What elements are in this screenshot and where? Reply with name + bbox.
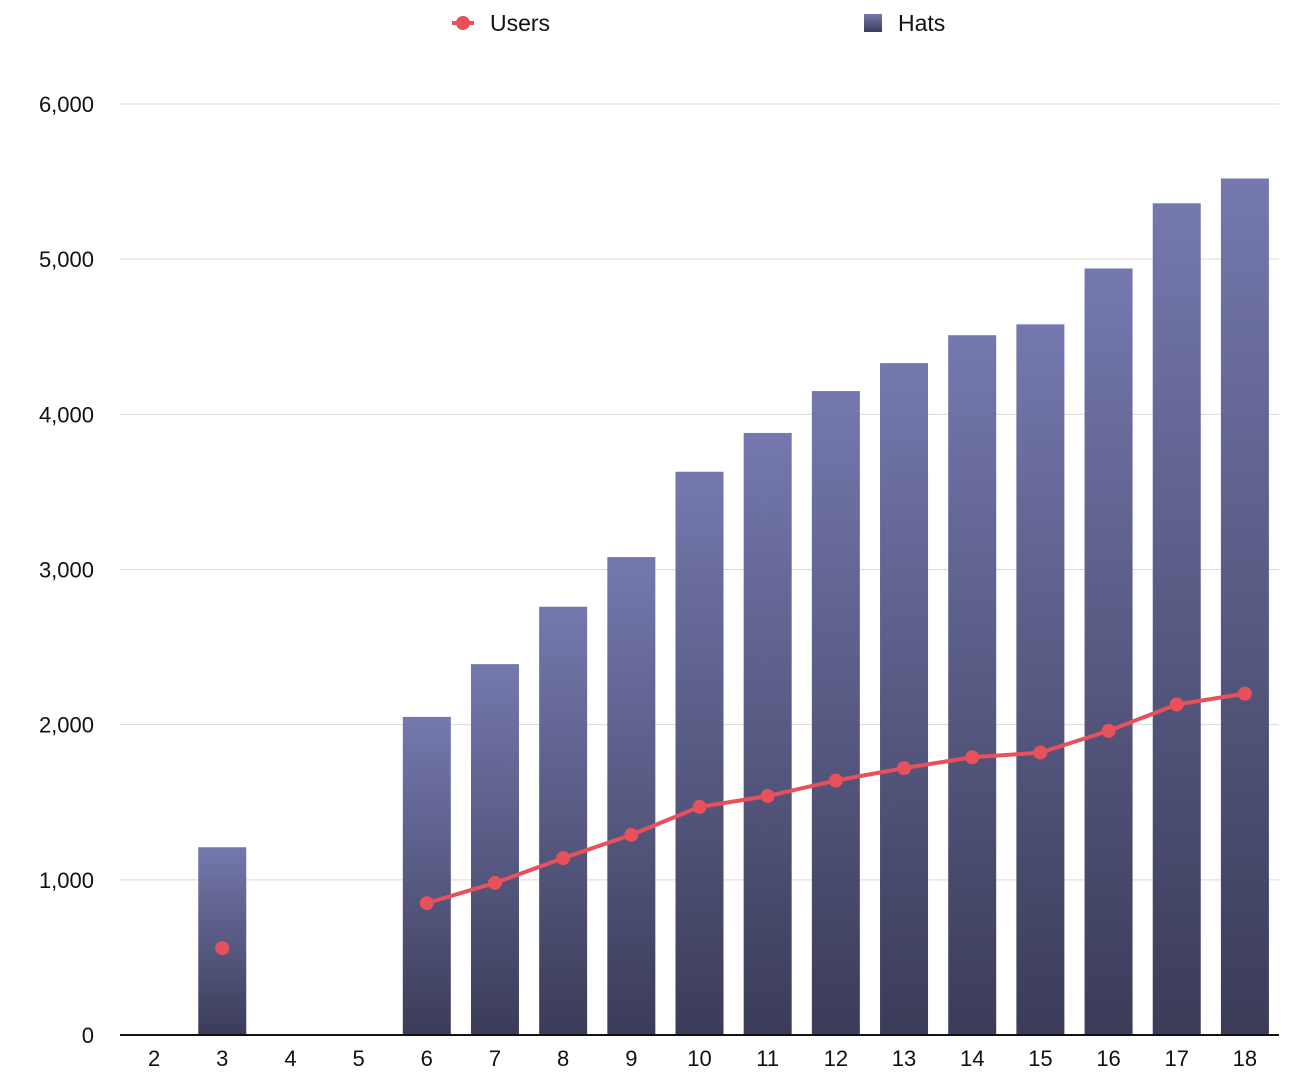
x-tick-label-14: 14 bbox=[960, 1046, 984, 1071]
bar-hats-13 bbox=[880, 363, 929, 1036]
x-tick-label-15: 15 bbox=[1028, 1046, 1052, 1071]
bar-series bbox=[198, 178, 1269, 1036]
x-tick-label-12: 12 bbox=[824, 1046, 848, 1071]
x-tick-label-18: 18 bbox=[1233, 1046, 1257, 1071]
bar-hats-16 bbox=[1084, 268, 1133, 1035]
y-tick-label-6000: 6,000 bbox=[39, 92, 94, 117]
legend-hats-label: Hats bbox=[898, 10, 945, 36]
legend-hats-square-icon bbox=[864, 14, 882, 32]
bar-hats-14 bbox=[948, 335, 997, 1035]
legend-users-dot-icon bbox=[456, 16, 470, 30]
x-tick-label-4: 4 bbox=[284, 1046, 296, 1071]
bar-hats-6 bbox=[402, 716, 451, 1035]
point-users-8 bbox=[556, 851, 571, 866]
bar-hats-7 bbox=[470, 664, 519, 1035]
y-tick-label-1000: 1,000 bbox=[39, 868, 94, 893]
point-users-10 bbox=[692, 799, 707, 814]
legend-item-hats: Hats bbox=[864, 10, 945, 36]
x-tick-label-16: 16 bbox=[1096, 1046, 1120, 1071]
point-users-13 bbox=[897, 761, 912, 776]
point-users-16 bbox=[1101, 723, 1116, 738]
y-axis-labels: 0 1,000 2,000 3,000 4,000 5,000 6,000 bbox=[39, 92, 94, 1048]
point-users-6 bbox=[419, 896, 434, 911]
point-users-3 bbox=[215, 941, 230, 956]
line-series bbox=[215, 686, 1252, 956]
x-tick-label-11: 11 bbox=[756, 1046, 779, 1071]
x-tick-label-5: 5 bbox=[352, 1046, 364, 1071]
x-tick-label-17: 17 bbox=[1164, 1046, 1188, 1071]
y-tick-label-4000: 4,000 bbox=[39, 402, 94, 427]
y-tick-label-5000: 5,000 bbox=[39, 247, 94, 272]
point-users-9 bbox=[624, 827, 639, 842]
point-users-7 bbox=[487, 875, 502, 890]
point-users-11 bbox=[760, 789, 775, 804]
point-users-14 bbox=[965, 750, 980, 765]
x-tick-label-2: 2 bbox=[148, 1046, 160, 1071]
y-tick-label-0: 0 bbox=[82, 1023, 94, 1048]
bar-hats-12 bbox=[811, 391, 860, 1035]
x-axis-labels: 2 3 4 5 6 7 8 9 10 11 12 13 14 15 16 17 18 bbox=[148, 1046, 1257, 1071]
legend-item-users: Users bbox=[452, 10, 550, 36]
point-users-17 bbox=[1169, 697, 1184, 712]
x-tick-label-10: 10 bbox=[687, 1046, 711, 1071]
x-tick-label-3: 3 bbox=[216, 1046, 228, 1071]
x-tick-label-13: 13 bbox=[892, 1046, 916, 1071]
legend: Users Hats bbox=[452, 10, 945, 36]
y-tick-label-3000: 3,000 bbox=[39, 558, 94, 583]
legend-users-label: Users bbox=[490, 10, 550, 36]
y-tick-label-2000: 2,000 bbox=[39, 713, 94, 738]
bar-hats-9 bbox=[607, 557, 656, 1035]
x-tick-label-9: 9 bbox=[625, 1046, 637, 1071]
x-tick-label-8: 8 bbox=[557, 1046, 569, 1071]
point-users-12 bbox=[828, 773, 843, 788]
bar-hats-15 bbox=[1016, 324, 1065, 1035]
x-tick-label-7: 7 bbox=[489, 1046, 501, 1071]
point-users-15 bbox=[1033, 745, 1048, 760]
bar-hats-11 bbox=[743, 432, 792, 1035]
point-users-18 bbox=[1237, 686, 1252, 701]
bar-hats-18 bbox=[1220, 178, 1269, 1036]
bar-hats-10 bbox=[675, 471, 724, 1035]
x-tick-label-6: 6 bbox=[421, 1046, 433, 1071]
bar-hats-8 bbox=[539, 606, 588, 1035]
bar-hats-17 bbox=[1152, 203, 1201, 1036]
